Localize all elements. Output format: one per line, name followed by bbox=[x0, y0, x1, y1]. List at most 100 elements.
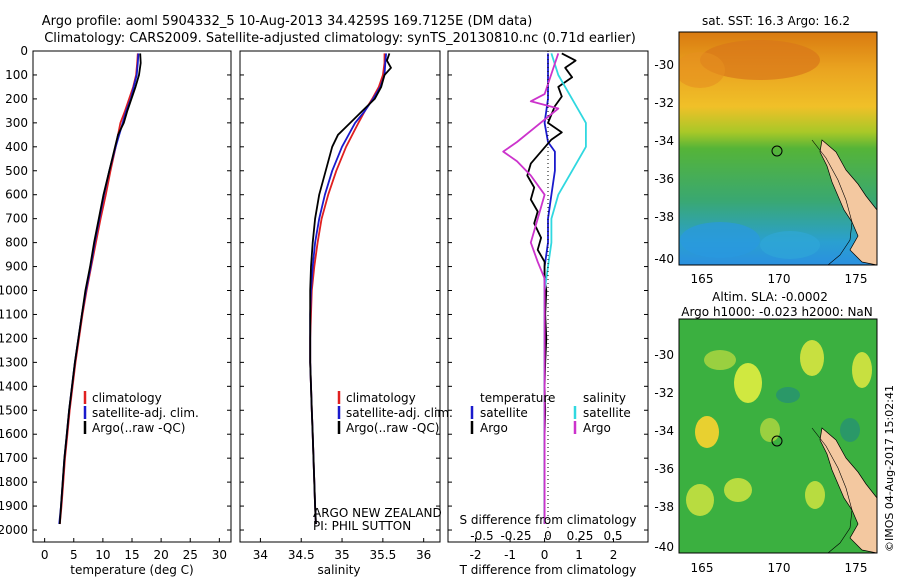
map-tick-label: -36 bbox=[654, 172, 674, 186]
difference-panel-frame bbox=[447, 50, 649, 543]
s-diff-tick-label: 0.25 bbox=[567, 529, 594, 543]
x-tick-label: -1 bbox=[504, 548, 516, 562]
sst-map-xticks: 165 170 175 bbox=[691, 272, 868, 286]
map-tick-label: -40 bbox=[654, 252, 674, 266]
depth-tick-label: 1300 bbox=[0, 355, 28, 369]
salinity-axis-label: salinity bbox=[317, 563, 360, 577]
s-diff-tick-label: -0.25 bbox=[500, 529, 531, 543]
sla-map-yticks: -30 -32 -34 -36 -38 -40 bbox=[654, 348, 674, 554]
series-line-satellite-adj-clim- bbox=[58, 53, 140, 525]
x-tick-label: 25 bbox=[183, 548, 198, 562]
temperature-legend: climatology satellite-adj. clim. Argo(..… bbox=[83, 391, 199, 435]
map-tick-label: 170 bbox=[768, 561, 791, 575]
depth-tick-label: 1700 bbox=[0, 451, 28, 465]
depth-tick-label: 1200 bbox=[0, 331, 28, 345]
sst-warm-patch bbox=[679, 52, 725, 88]
legend-label: satellite-adj. clim. bbox=[346, 406, 453, 420]
x-tick-label: 34 bbox=[253, 548, 268, 562]
x-tick-label: 5 bbox=[70, 548, 78, 562]
coastline-contour bbox=[811, 427, 853, 553]
map-tick-label: -32 bbox=[654, 96, 674, 110]
legend-label: Argo(..raw -QC) bbox=[346, 421, 439, 435]
x-tick-label: 35.5 bbox=[369, 548, 396, 562]
depth-tick-label: 900 bbox=[5, 260, 28, 274]
title-line-1: Argo profile: aoml 5904332_5 10-Aug-2013… bbox=[42, 14, 533, 29]
depth-tick-label: 1000 bbox=[0, 284, 28, 298]
depth-tick-label: 500 bbox=[5, 164, 28, 178]
sla-map-frame bbox=[678, 318, 878, 554]
sst-warm-patch bbox=[700, 40, 820, 80]
depth-tick-label: 0 bbox=[20, 44, 28, 58]
map-tick-label: -38 bbox=[654, 210, 674, 224]
x-tick-label: 10 bbox=[95, 548, 110, 562]
map-tick-label: 170 bbox=[768, 272, 791, 286]
depth-tick-label: 400 bbox=[5, 140, 28, 154]
argo-location-marker bbox=[771, 145, 783, 157]
depth-tick-label: 1800 bbox=[0, 475, 28, 489]
sst-map-yticks: -30 -32 -34 -36 -38 -40 bbox=[654, 58, 674, 266]
sla-anomaly bbox=[724, 478, 752, 502]
sst-cool-patch bbox=[760, 231, 820, 259]
depth-tick-label: 800 bbox=[5, 236, 28, 250]
map-tick-label: -30 bbox=[654, 348, 674, 362]
profile-curves bbox=[58, 52, 587, 525]
x-tick-label: 20 bbox=[153, 548, 168, 562]
sla-anomaly bbox=[695, 416, 719, 448]
float-institution: ARGO NEW ZEALAND bbox=[313, 506, 442, 520]
sla-anomaly bbox=[840, 418, 860, 442]
series-line-s-argo bbox=[502, 53, 560, 524]
legend-label: satellite-adj. clim. bbox=[92, 406, 199, 420]
s-diff-tick-label: -0.5 bbox=[470, 529, 493, 543]
x-tick-label: 34.5 bbox=[288, 548, 315, 562]
map-tick-label: 165 bbox=[691, 561, 714, 575]
sla-map-title-1: Altim. SLA: -0.0002 bbox=[712, 290, 828, 304]
new-zealand-land bbox=[819, 139, 877, 265]
legend-label: climatology bbox=[92, 391, 162, 405]
map-tick-label: -32 bbox=[654, 386, 674, 400]
legend-label: satellite bbox=[583, 406, 631, 420]
legend-title-salinity: salinity bbox=[583, 391, 626, 405]
s-diff-tick-label: 0.5 bbox=[603, 529, 622, 543]
series-line-climatology bbox=[58, 53, 139, 525]
sla-map-xticks: 165 170 175 bbox=[691, 561, 868, 575]
depth-tick-label: 1600 bbox=[0, 427, 28, 441]
depth-tick-label: 100 bbox=[5, 68, 28, 82]
sst-map-frame bbox=[678, 31, 878, 266]
map-tick-label: -34 bbox=[654, 134, 674, 148]
coastline-contour bbox=[811, 139, 853, 265]
argo-location-marker bbox=[771, 435, 783, 447]
temperature-panel-frame bbox=[32, 50, 232, 543]
depth-tick-label: 2000 bbox=[0, 523, 28, 537]
x-tick-label: 0 bbox=[541, 548, 549, 562]
legend-label: climatology bbox=[346, 391, 416, 405]
s-diff-tick-label: 0 bbox=[544, 529, 552, 543]
depth-tick-label: 200 bbox=[5, 92, 28, 106]
x-tick-label: 0 bbox=[41, 548, 49, 562]
new-zealand-land bbox=[819, 427, 877, 553]
s-difference-axis-label: S difference from climatology bbox=[460, 513, 637, 527]
legend-label: Argo bbox=[583, 421, 611, 435]
depth-tick-label: 300 bbox=[5, 116, 28, 130]
depth-tick-label: 1400 bbox=[0, 379, 28, 393]
axis-ticks: 0100200300400500600700800900100011001200… bbox=[0, 44, 648, 562]
salinity-legend: climatology satellite-adj. clim. Argo(..… bbox=[313, 391, 453, 533]
sla-anomaly bbox=[686, 484, 714, 516]
map-tick-label: -30 bbox=[654, 58, 674, 72]
map-tick-label: -36 bbox=[654, 462, 674, 476]
map-tick-label: 175 bbox=[845, 272, 868, 286]
series-line-climatology bbox=[309, 53, 386, 525]
map-tick-label: -34 bbox=[654, 424, 674, 438]
x-tick-label: 1 bbox=[575, 548, 583, 562]
legend-label: Argo bbox=[480, 421, 508, 435]
sla-anomaly bbox=[734, 363, 762, 403]
x-tick-label: 15 bbox=[124, 548, 139, 562]
x-tick-label: 36 bbox=[416, 548, 431, 562]
salinity-panel-frame bbox=[239, 50, 441, 543]
series-line-argo-raw-qc- bbox=[309, 53, 392, 525]
title-line-2: Climatology: CARS2009. Satellite-adjuste… bbox=[44, 31, 636, 46]
temperature-axis-label: temperature (deg C) bbox=[70, 563, 193, 577]
sla-anomaly bbox=[704, 350, 736, 370]
depth-tick-label: 1900 bbox=[0, 499, 28, 513]
x-tick-label: 2 bbox=[610, 548, 618, 562]
x-tick-label: 35 bbox=[334, 548, 349, 562]
